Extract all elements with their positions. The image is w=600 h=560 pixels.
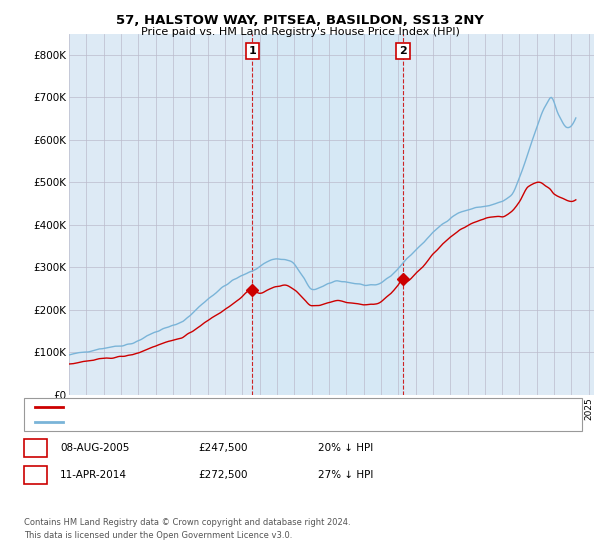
Text: 20% ↓ HPI: 20% ↓ HPI — [318, 443, 373, 453]
Text: 57, HALSTOW WAY, PITSEA, BASILDON, SS13 2NY (detached house): 57, HALSTOW WAY, PITSEA, BASILDON, SS13 … — [67, 402, 398, 412]
Text: £247,500: £247,500 — [198, 443, 248, 453]
Text: 11-APR-2014: 11-APR-2014 — [60, 470, 127, 480]
Text: 1: 1 — [248, 46, 256, 56]
Text: Contains HM Land Registry data © Crown copyright and database right 2024.
This d: Contains HM Land Registry data © Crown c… — [24, 518, 350, 539]
Text: Price paid vs. HM Land Registry's House Price Index (HPI): Price paid vs. HM Land Registry's House … — [140, 27, 460, 37]
Text: 08-AUG-2005: 08-AUG-2005 — [60, 443, 130, 453]
Text: 2: 2 — [399, 46, 407, 56]
Text: 57, HALSTOW WAY, PITSEA, BASILDON, SS13 2NY: 57, HALSTOW WAY, PITSEA, BASILDON, SS13 … — [116, 14, 484, 27]
Text: £272,500: £272,500 — [198, 470, 248, 480]
Text: 2: 2 — [32, 470, 39, 480]
Text: HPI: Average price, detached house, Basildon: HPI: Average price, detached house, Basi… — [67, 417, 290, 427]
Text: 27% ↓ HPI: 27% ↓ HPI — [318, 470, 373, 480]
Text: 1: 1 — [32, 443, 39, 453]
Bar — [253, 34, 403, 395]
